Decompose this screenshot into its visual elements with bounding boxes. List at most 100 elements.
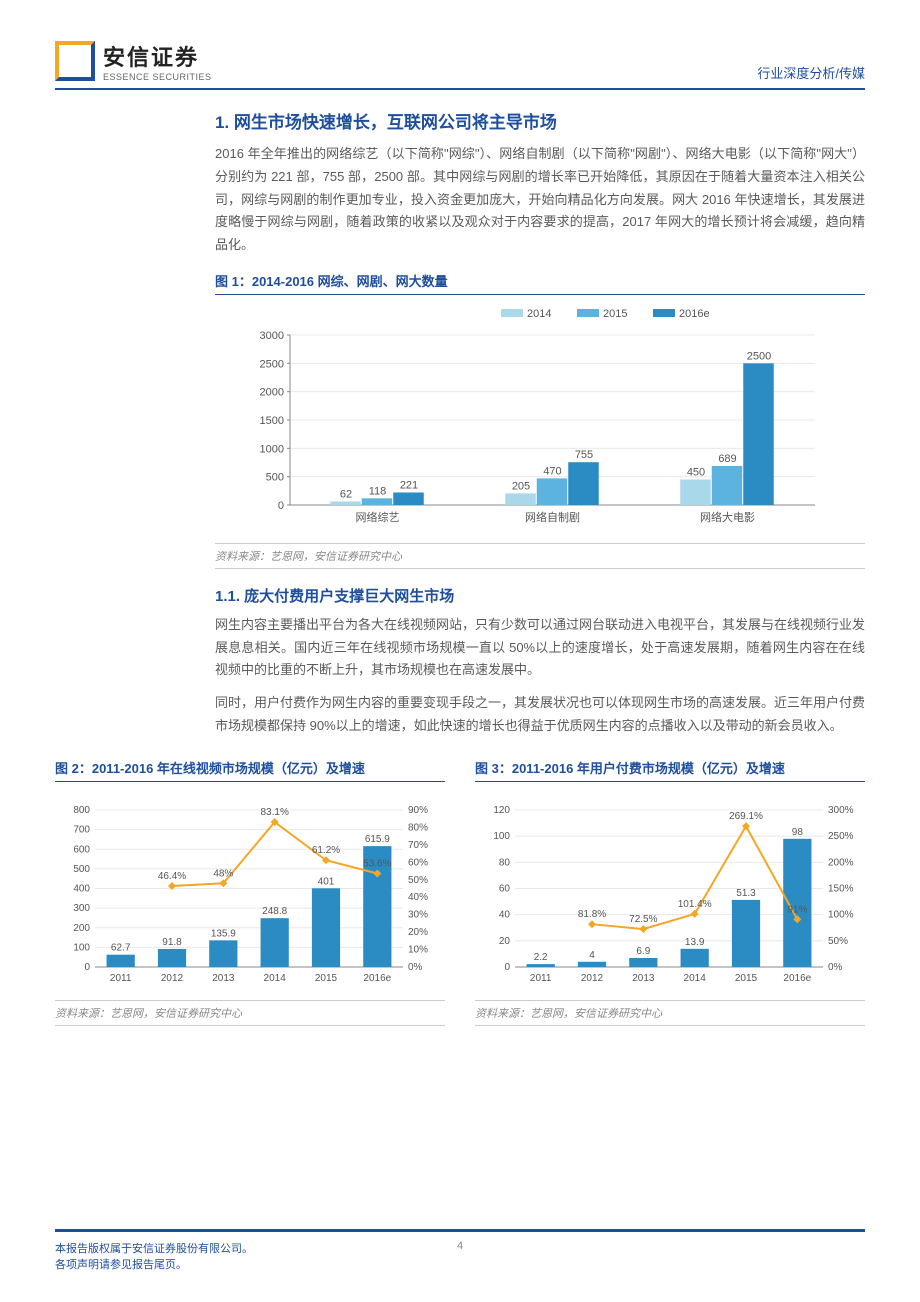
footer-disclaimer: 各项声明请参见报告尾页。 <box>55 1256 253 1272</box>
svg-text:150%: 150% <box>828 883 854 894</box>
svg-text:615.9: 615.9 <box>365 834 390 845</box>
chart1: 201420152016e050010001500200025003000621… <box>245 305 865 535</box>
svg-text:2015: 2015 <box>315 973 338 984</box>
svg-text:221: 221 <box>400 479 418 491</box>
chart2: 01002003004005006007008000%10%20%30%40%5… <box>55 792 445 992</box>
logo-text-cn: 安信证券 <box>103 40 212 72</box>
svg-text:2011: 2011 <box>530 973 552 984</box>
svg-text:40%: 40% <box>408 892 428 903</box>
svg-text:600: 600 <box>73 844 90 855</box>
chart2-source: 资料来源：艺恩网，安信证券研究中心 <box>55 1000 445 1026</box>
svg-text:269.1%: 269.1% <box>729 811 763 822</box>
svg-text:72.5%: 72.5% <box>629 914 657 925</box>
svg-text:网络综艺: 网络综艺 <box>356 510 400 524</box>
svg-text:101.4%: 101.4% <box>678 898 712 909</box>
svg-text:91.8: 91.8 <box>162 936 182 947</box>
svg-text:2500: 2500 <box>747 350 771 362</box>
svg-text:2500: 2500 <box>260 358 284 370</box>
header-category: 行业深度分析/传媒 <box>757 63 865 82</box>
svg-text:6.9: 6.9 <box>636 945 650 956</box>
svg-text:0: 0 <box>504 962 510 973</box>
svg-text:50%: 50% <box>828 935 848 946</box>
svg-text:13.9: 13.9 <box>685 936 705 947</box>
page-number: 4 <box>457 1240 463 1252</box>
svg-text:30%: 30% <box>408 909 428 920</box>
page-footer: 本报告版权属于安信证券股份有限公司。 各项声明请参见报告尾页。 4 <box>55 1229 865 1272</box>
svg-text:46.4%: 46.4% <box>158 871 186 882</box>
svg-text:0%: 0% <box>828 962 843 973</box>
svg-text:401: 401 <box>318 876 335 887</box>
chart3: 0204060801001200%50%100%150%200%250%300%… <box>475 792 865 992</box>
svg-text:400: 400 <box>73 883 90 894</box>
section-1-1-para2: 同时，用户付费作为网生内容的重要变现手段之一，其发展状况也可以体现网生市场的高速… <box>215 692 865 738</box>
svg-text:0: 0 <box>84 962 90 973</box>
svg-text:700: 700 <box>73 824 90 835</box>
svg-text:2016e: 2016e <box>363 973 391 984</box>
svg-text:80: 80 <box>499 857 511 868</box>
svg-text:2000: 2000 <box>260 386 284 398</box>
chart3-source: 资料来源：艺恩网，安信证券研究中心 <box>475 1000 865 1026</box>
svg-text:62: 62 <box>340 488 352 500</box>
footer-copyright: 本报告版权属于安信证券股份有限公司。 <box>55 1240 253 1256</box>
svg-text:2015: 2015 <box>603 308 627 320</box>
page-header: 安信证券 ESSENCE SECURITIES 行业深度分析/传媒 <box>55 40 865 90</box>
svg-text:500: 500 <box>73 863 90 874</box>
svg-text:90%: 90% <box>408 805 428 816</box>
svg-text:48%: 48% <box>213 868 233 879</box>
svg-text:80%: 80% <box>408 822 428 833</box>
svg-text:200: 200 <box>73 922 90 933</box>
svg-text:2011: 2011 <box>110 973 132 984</box>
section-1-1-para1: 网生内容主要播出平台为各大在线视频网站，只有少数可以通过网台联动进入电视平台，其… <box>215 614 865 682</box>
svg-text:100: 100 <box>493 831 510 842</box>
svg-text:500: 500 <box>266 471 284 483</box>
svg-text:20: 20 <box>499 935 511 946</box>
svg-text:118: 118 <box>369 485 387 497</box>
svg-text:61.2%: 61.2% <box>312 845 340 856</box>
svg-text:100: 100 <box>73 942 90 953</box>
svg-text:200%: 200% <box>828 857 854 868</box>
svg-text:2013: 2013 <box>632 973 655 984</box>
svg-text:0%: 0% <box>408 962 423 973</box>
svg-text:60%: 60% <box>408 857 428 868</box>
section-1-title: 1. 网生市场快速增长，互联网公司将主导市场 <box>215 108 865 133</box>
svg-text:1000: 1000 <box>260 443 284 455</box>
svg-text:3000: 3000 <box>260 330 284 342</box>
svg-text:120: 120 <box>493 805 510 816</box>
svg-text:2012: 2012 <box>581 973 604 984</box>
svg-text:98: 98 <box>792 826 804 837</box>
svg-text:689: 689 <box>718 453 736 465</box>
svg-text:70%: 70% <box>408 839 428 850</box>
logo-text-en: ESSENCE SECURITIES <box>103 72 212 82</box>
chart3-title: 图 3：2011-2016 年用户付费市场规模（亿元）及增速 <box>475 758 865 782</box>
section-1-para: 2016 年全年推出的网络综艺（以下简称"网综"）、网络自制剧（以下简称"网剧"… <box>215 143 865 257</box>
svg-text:300: 300 <box>73 903 90 914</box>
svg-text:60: 60 <box>499 883 511 894</box>
svg-text:62.7: 62.7 <box>111 942 131 953</box>
svg-text:网络大电影: 网络大电影 <box>700 510 755 524</box>
svg-text:470: 470 <box>543 465 561 477</box>
svg-text:2012: 2012 <box>161 973 184 984</box>
svg-text:2016e: 2016e <box>783 973 811 984</box>
svg-text:2014: 2014 <box>527 308 551 320</box>
svg-text:10%: 10% <box>408 944 428 955</box>
svg-text:2014: 2014 <box>264 973 287 984</box>
svg-text:网络自制剧: 网络自制剧 <box>525 510 580 524</box>
svg-text:450: 450 <box>687 466 705 478</box>
chart2-title: 图 2：2011-2016 年在线视频市场规模（亿元）及增速 <box>55 758 445 782</box>
svg-text:100%: 100% <box>828 909 854 920</box>
svg-text:2015: 2015 <box>735 973 758 984</box>
svg-text:20%: 20% <box>408 927 428 938</box>
svg-text:53.6%: 53.6% <box>363 858 391 869</box>
svg-text:51.3: 51.3 <box>736 887 756 898</box>
svg-text:2016e: 2016e <box>679 308 710 320</box>
svg-text:91%: 91% <box>787 904 807 915</box>
logo-icon <box>55 41 95 81</box>
svg-text:0: 0 <box>278 500 284 512</box>
svg-text:755: 755 <box>575 449 593 461</box>
svg-text:2.2: 2.2 <box>534 952 548 963</box>
logo-block: 安信证券 ESSENCE SECURITIES <box>55 40 212 82</box>
svg-text:4: 4 <box>589 949 595 960</box>
svg-text:300%: 300% <box>828 805 854 816</box>
svg-text:40: 40 <box>499 909 511 920</box>
svg-text:81.8%: 81.8% <box>578 909 606 920</box>
